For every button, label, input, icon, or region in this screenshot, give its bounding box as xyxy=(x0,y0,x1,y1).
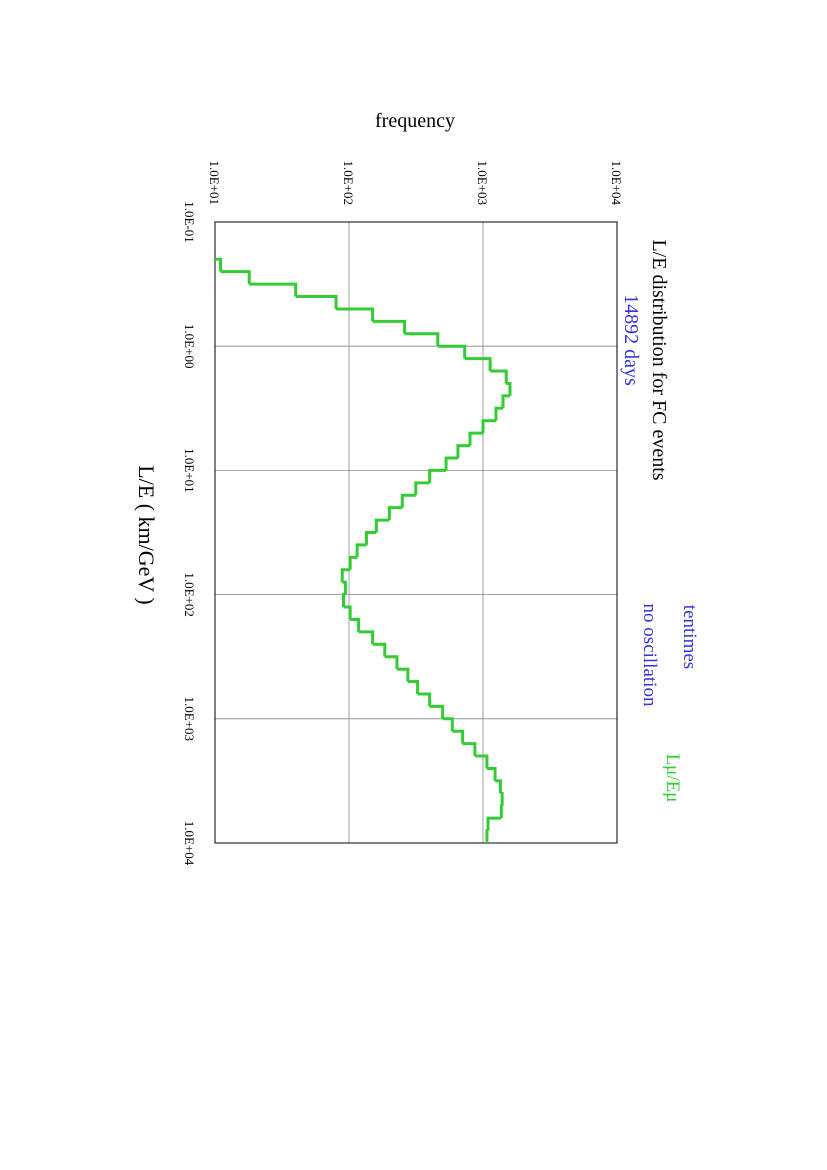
histogram-bin xyxy=(442,717,454,732)
histogram-bin xyxy=(350,617,361,632)
y-tick-label: 1.0E+02 xyxy=(341,160,356,205)
histogram-bin xyxy=(417,692,432,707)
histogram-bin xyxy=(444,456,458,471)
histogram-bin xyxy=(404,332,440,347)
histogram-bin xyxy=(414,481,430,496)
histogram-bin xyxy=(437,344,467,359)
x-tick-label: 1.0E+03 xyxy=(182,697,197,742)
histogram-bin xyxy=(456,444,471,458)
histogram-bin xyxy=(342,593,346,608)
x-tick-label: 1.0E+00 xyxy=(182,324,197,369)
histogram-bin xyxy=(481,419,496,434)
y-tick-label: 1.0E+03 xyxy=(475,160,490,205)
histogram-bin xyxy=(215,257,223,272)
plot-frame xyxy=(214,221,618,844)
histogram-bin xyxy=(486,816,502,831)
histogram-bin xyxy=(342,580,347,595)
histogram-bin xyxy=(358,630,375,645)
histogram-bin xyxy=(372,319,407,334)
histogram-bin xyxy=(343,605,352,620)
histogram-bin xyxy=(374,518,390,533)
x-axis-label: L/E ( km/GeV ) xyxy=(134,465,159,605)
histogram-bin xyxy=(500,791,504,806)
histogram-bin xyxy=(462,742,477,757)
annotation: tentimes xyxy=(679,605,700,669)
y-tick-label: 1.0E+01 xyxy=(207,160,222,205)
histogram-bin xyxy=(372,642,387,657)
annotation: no oscillation xyxy=(639,604,660,707)
x-tick-label: 1.0E+04 xyxy=(182,821,197,866)
histogram-bin xyxy=(485,829,489,843)
y-axis-label: frequency xyxy=(375,110,455,132)
histogram-bin xyxy=(336,307,375,322)
histogram-bin xyxy=(429,704,445,719)
x-tick-label: 1.0E+02 xyxy=(182,572,197,617)
histogram-bin xyxy=(384,655,399,670)
histogram-bin xyxy=(396,667,410,682)
histogram-bin xyxy=(220,270,251,285)
histogram-bin xyxy=(495,779,502,794)
histogram-bin xyxy=(428,468,447,483)
histogram-bin xyxy=(452,729,465,744)
histogram-bin xyxy=(407,680,420,694)
histogram-bin xyxy=(499,804,503,819)
histogram-bin xyxy=(474,754,489,769)
histogram-bin xyxy=(494,406,503,421)
histogram-bin xyxy=(490,369,508,384)
histogram-bin xyxy=(249,282,298,297)
legend-label: Lμ/Eμ xyxy=(662,754,683,803)
rotated-plot: 1.0E-01 1.0E+00 1.0E+01 1.0E+02 1.0E+03 1.0E+… xyxy=(134,160,700,865)
histogram-bin xyxy=(400,493,416,508)
histogram-bin xyxy=(468,431,483,446)
histogram-bin xyxy=(340,568,351,583)
histogram-bin xyxy=(364,530,377,545)
histogram-bin xyxy=(501,394,510,409)
y-tick-label: 1.0E+04 xyxy=(609,160,624,205)
histogram-bin xyxy=(506,381,512,396)
histogram-bin xyxy=(486,766,497,781)
subtitle: 14892 days xyxy=(620,294,642,386)
histogram-bin xyxy=(348,555,358,570)
x-tick-label: 1.0E-01 xyxy=(182,201,197,243)
histogram-bin xyxy=(387,506,403,521)
chart-title: L/E distribution for FC events xyxy=(648,239,670,480)
histogram-bin xyxy=(355,543,367,558)
x-tick-label: 1.0E+01 xyxy=(182,448,197,493)
histogram-bin xyxy=(295,295,338,309)
histogram-bin xyxy=(464,357,492,372)
